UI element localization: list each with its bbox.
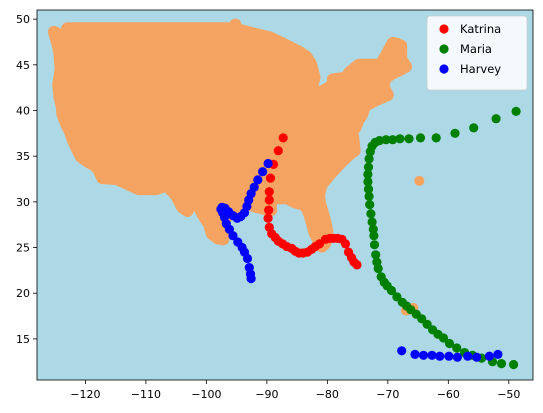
data-point [264,195,274,205]
data-point [444,351,454,361]
data-point [258,167,268,177]
data-point [263,158,273,169]
data-point [363,184,374,194]
island-landmass [414,175,425,186]
data-point [395,134,405,144]
series-harvey [216,158,503,362]
y-axis: 15 20 25 30 35 40 45 50 [16,13,37,346]
x-tick-label: −70 [376,388,399,401]
data-point [415,133,426,143]
y-tick-label: 50 [16,13,30,26]
data-point [278,133,288,143]
data-point [363,169,373,179]
data-point [343,247,354,257]
data-point [363,177,373,187]
data-point [469,123,479,133]
data-point [233,237,243,247]
data-point [472,352,482,362]
y-tick-label: 25 [16,242,30,255]
data-point [364,154,374,164]
x-tick-label: −110 [131,388,161,401]
series-maria [363,106,521,370]
data-point [511,106,521,116]
data-point [463,351,473,361]
data-point [253,175,263,185]
y-tick-label: 20 [16,287,30,300]
data-point [444,338,455,349]
data-point [392,292,402,302]
legend-marker-maria [439,44,449,54]
data-point [376,272,386,282]
series-katrina [263,133,362,270]
legend-box [426,15,528,91]
hurricane-tracks-layer [216,106,521,370]
data-point [484,351,494,361]
data-point [265,173,276,183]
x-axis: −120 −110 −100 −90 −80 −70 −60 −50 [70,380,520,401]
data-point [491,114,501,124]
x-tick-label: −50 [497,388,520,401]
legend-label-maria: Maria [460,42,492,56]
x-tick-label: −100 [191,388,221,401]
plot-frame [36,9,534,381]
data-point [431,133,441,143]
data-point [388,135,398,145]
legend-label-katrina: Katrina [460,22,501,36]
x-tick-label: −60 [437,388,460,401]
data-point [273,146,283,156]
us-landmass [47,18,412,253]
data-point [493,349,503,359]
data-point [244,263,254,273]
legend-marker-harvey [439,64,449,74]
y-tick-label: 45 [16,59,30,72]
x-tick-label: −120 [70,388,100,401]
data-point [381,135,391,145]
data-point [264,187,274,197]
data-point [418,350,429,360]
data-point [366,209,376,219]
data-point [364,191,374,201]
legend-marker-katrina [439,24,449,34]
y-tick-label: 15 [16,333,30,346]
y-tick-label: 35 [16,150,30,163]
data-point [367,217,377,227]
data-point [368,224,378,234]
y-tick-label: 40 [16,104,30,117]
x-tick-label: −80 [316,388,339,401]
data-point [365,200,375,210]
legend: Katrina Maria Harvey [426,15,528,91]
data-point [404,134,414,144]
data-point [508,359,519,370]
data-point [369,240,380,250]
data-point [452,352,462,362]
data-point [427,350,437,360]
data-point [435,351,445,361]
data-point [363,162,374,172]
data-point [397,346,407,356]
data-point [450,128,460,138]
data-point [371,250,381,260]
data-point [496,359,507,369]
data-point [264,205,274,215]
data-point [372,257,382,267]
data-point [263,213,273,223]
us-landmass-layer [47,18,425,316]
y-tick-label: 30 [16,196,30,209]
data-point [264,222,274,232]
data-point [410,349,420,359]
data-point [249,182,259,192]
x-tick-label: −90 [255,388,278,401]
data-point [452,343,462,353]
legend-label-harvey: Harvey [460,62,501,76]
